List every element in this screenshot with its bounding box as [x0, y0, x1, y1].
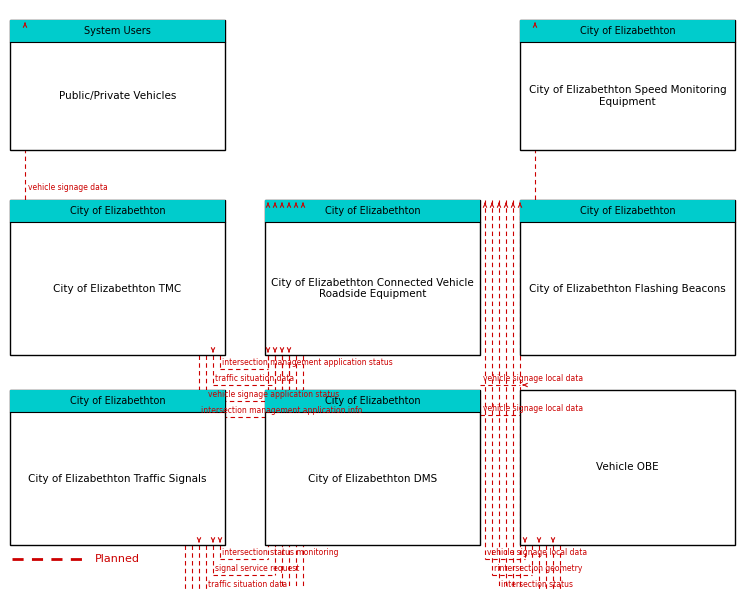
Text: vehicle signage local data: vehicle signage local data [487, 548, 587, 557]
Text: City of Elizabethton Flashing Beacons: City of Elizabethton Flashing Beacons [529, 283, 726, 293]
Bar [265, 390, 480, 412]
Text: intersection management application info: intersection management application info [201, 406, 362, 415]
Bar [10, 200, 225, 222]
Text: Vehicle OBE: Vehicle OBE [596, 462, 659, 472]
Bar [520, 390, 735, 545]
Text: City of Elizabethton: City of Elizabethton [580, 26, 675, 36]
Bar [520, 200, 735, 222]
Bar [265, 200, 480, 222]
Bar [10, 20, 225, 150]
Text: Public/Private Vehicles: Public/Private Vehicles [59, 91, 176, 101]
Bar [265, 200, 480, 355]
Text: rintersection geometry: rintersection geometry [494, 564, 582, 573]
Text: Planned: Planned [95, 554, 140, 564]
Text: traffic situation data: traffic situation data [215, 374, 294, 383]
Text: City of Elizabethton DMS: City of Elizabethton DMS [308, 474, 437, 484]
Text: City of Elizabethton Traffic Signals: City of Elizabethton Traffic Signals [28, 474, 207, 484]
Bar [10, 200, 225, 355]
Text: City of Elizabethton: City of Elizabethton [325, 206, 421, 216]
Bar [10, 390, 225, 545]
Text: vehicle signage data: vehicle signage data [28, 183, 108, 192]
Text: City of Elizabethton: City of Elizabethton [325, 396, 421, 406]
Text: System Users: System Users [84, 26, 151, 36]
Text: intersection status: intersection status [501, 580, 573, 589]
Text: intersection status monitoring: intersection status monitoring [222, 548, 338, 557]
Text: City of Elizabethton: City of Elizabethton [580, 206, 675, 216]
Bar [265, 390, 480, 545]
Bar [520, 200, 735, 355]
Text: signal service request: signal service request [215, 564, 300, 573]
Bar [520, 20, 735, 150]
Text: vehicle signage application status: vehicle signage application status [208, 390, 339, 399]
Bar [10, 20, 225, 42]
Text: vehicle signage local data: vehicle signage local data [483, 374, 583, 383]
Text: City of Elizabethton TMC: City of Elizabethton TMC [54, 283, 182, 293]
Text: City of Elizabethton Speed Monitoring
Equipment: City of Elizabethton Speed Monitoring Eq… [528, 85, 726, 107]
Text: City of Elizabethton Connected Vehicle
Roadside Equipment: City of Elizabethton Connected Vehicle R… [271, 277, 474, 299]
Bar [520, 20, 735, 42]
Text: traffic situation data: traffic situation data [208, 580, 287, 589]
Bar [10, 390, 225, 412]
Text: intersection management application status: intersection management application stat… [222, 358, 393, 367]
Text: vehicle signage local data: vehicle signage local data [483, 404, 583, 413]
Text: City of Elizabethton: City of Elizabethton [69, 206, 165, 216]
Text: City of Elizabethton: City of Elizabethton [69, 396, 165, 406]
